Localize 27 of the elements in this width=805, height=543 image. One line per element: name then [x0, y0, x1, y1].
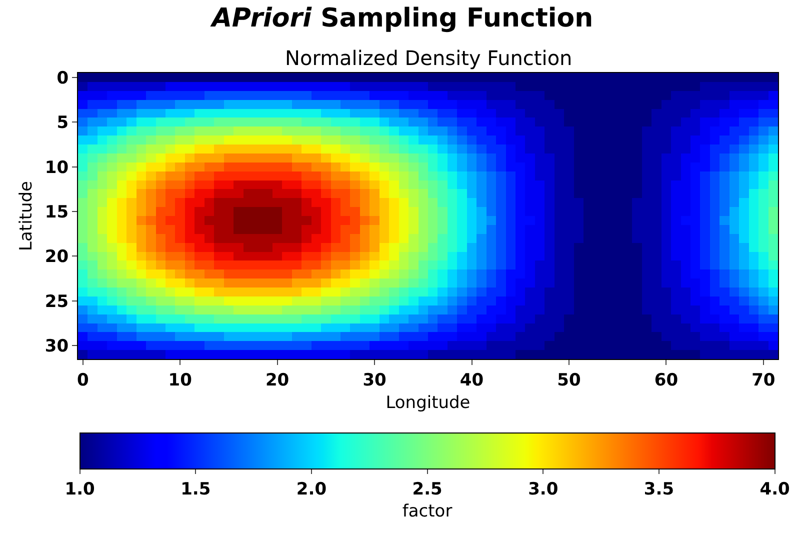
x-axis-title: Longitude [386, 392, 470, 413]
x-tick-label: 20 [265, 370, 290, 390]
color-bar-label: 2.5 [412, 479, 442, 500]
y-tick-label: 5 [56, 113, 69, 134]
x-tick-label: 60 [654, 370, 678, 390]
color-bar-title: factor [402, 501, 452, 522]
y-tick-label: 15 [44, 202, 69, 222]
y-tick-label: 10 [44, 158, 69, 178]
y-tick-label: 25 [44, 292, 69, 312]
x-tick-label: 10 [168, 370, 192, 390]
color-bar-label: 3.5 [644, 479, 674, 500]
x-tick-label: 0 [76, 370, 89, 390]
y-tick-label: 0 [56, 68, 69, 88]
x-tick-label: 40 [460, 370, 484, 390]
color-bar-label: 1.0 [64, 479, 96, 500]
y-tick-label: 20 [44, 247, 69, 268]
x-tick-label: 30 [362, 370, 387, 390]
color-bar-label: 1.5 [180, 479, 211, 500]
x-tick-label: 50 [557, 370, 581, 390]
color-bar-label: 3.0 [528, 479, 558, 500]
y-tick-label: 30 [44, 336, 69, 357]
chart-title: APriori Sampling Function [210, 3, 594, 34]
x-tick-label: 70 [752, 370, 776, 390]
chart-subtitle: Normalized Density Function [285, 46, 572, 70]
color-bar-label: 2.0 [296, 479, 327, 500]
color-bar-label: 4.0 [760, 479, 790, 500]
y-axis-title: Latitude [16, 181, 36, 251]
